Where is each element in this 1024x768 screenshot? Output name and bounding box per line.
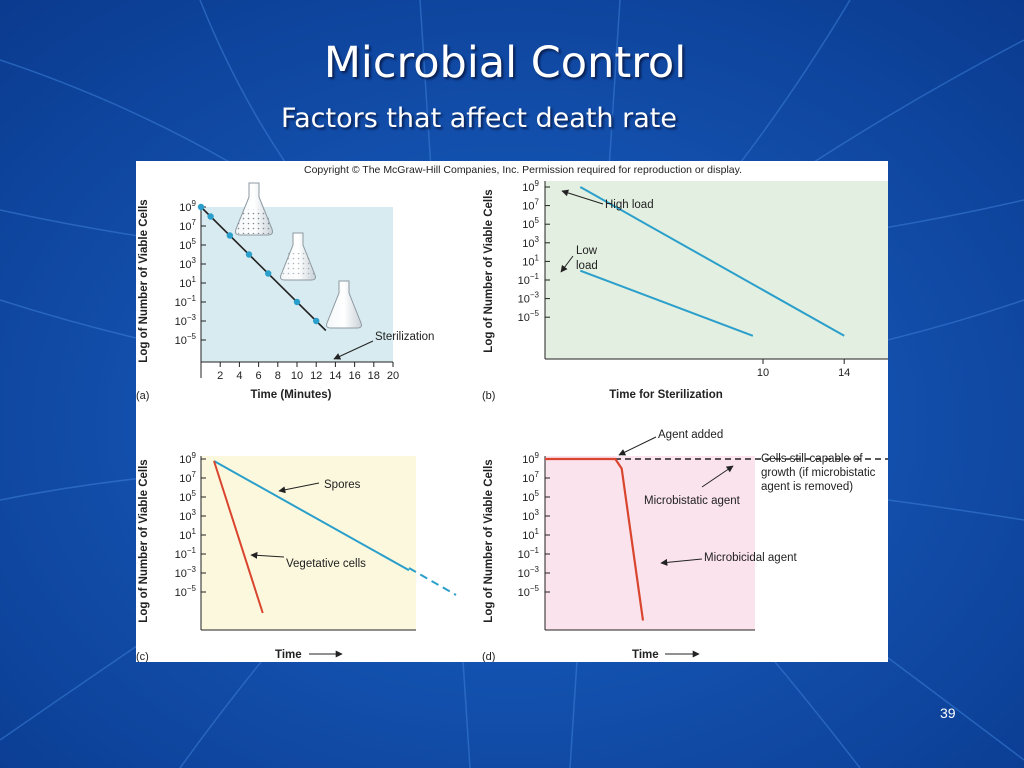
panel-a-x-tick-label: 16 [348,370,360,382]
panel-c-series-vegetative-cells: Vegetative cells [286,558,366,570]
panel-a-data-point [197,203,205,211]
panel-d-annotation-still-capable: Cells still capable of [761,453,863,465]
panel-d-microbicidal-line [545,457,645,621]
slide-number: 39 [940,705,956,721]
panel-a-trend-line [200,206,327,332]
panel-a-data-point [226,232,233,239]
panel-d-series-microbicidal: Microbicidal agent [704,552,797,564]
panel-c-spores-line [213,460,410,572]
panel-b-x-tick-label: 10 [757,367,769,379]
microbistatic-arrow [701,465,734,488]
vegetative-cells-arrow [250,551,285,559]
sterilization-arrow [333,340,374,360]
agent-added-arrow [618,436,657,456]
panel-a-x-tick-label: 14 [329,370,341,382]
high-load-arrow [561,189,604,205]
panel-a-x-axis-label: Time (Minutes) [251,389,332,401]
panel-a-data-point [265,270,272,277]
panel-a-x-tick-label: 8 [275,370,281,382]
panel-a-x-tick-label: 18 [368,370,380,382]
copyright-notice: Copyright © The McGraw-Hill Companies, I… [304,164,742,176]
slide-title: Microbial Control [323,38,687,88]
panel-d-annotation-growth: growth (if microbistatic [761,467,876,479]
slide-subtitle: Factors that affect death rate [281,103,677,134]
panel-a-plot-area [201,207,393,362]
flask-dense-icon [235,182,273,236]
panel-b-series-high-load: High load [605,199,654,211]
spores-line-extension [408,567,457,596]
panel-b-low-load-line [579,269,754,337]
flask-medium-icon [280,232,316,281]
panel-b-label: (b) [482,390,495,402]
low-load-arrow [560,255,574,273]
panel-c-plot-area [201,456,416,630]
death-rate-figure: Copyright © The McGraw-Hill Companies, I… [136,161,888,662]
panel-d-label: (d) [482,651,495,662]
panel-a-y-axis-label: Log of Number of Viable Cells [138,199,150,362]
panel-a-x-tick-label: 2 [217,370,223,382]
microbicidal-arrow [660,558,703,566]
panel-a-x-tick-label: 10 [291,370,303,382]
panel-b-y-axis-label: Log of Number of Viable Cells [483,189,495,352]
panel-a-data-point [293,298,301,306]
panel-a-label: (a) [136,390,149,402]
panel-a-data-point [207,213,214,220]
spores-arrow [278,482,320,494]
flask-sterile-icon [326,280,362,329]
panel-a-annotation-sterilization: Sterilization [375,331,434,343]
panel-a-x-tick-label: 12 [310,370,322,382]
panel-a-data-point [313,317,320,325]
panel-a-x-tick-label: 4 [236,370,242,382]
panel-d-annotation-agent-added: Agent added [658,429,723,441]
panel-a-data-point [245,251,253,258]
panel-d-annotation-agent-removed: agent is removed) [761,481,853,493]
panel-d-series-microbistatic: Microbistatic agent [644,495,741,507]
panel-c-series-spores: Spores [324,479,361,491]
panel-c-label: (c) [136,651,149,662]
panel-b-series-low-load-2: load [576,260,598,272]
panel-b-x-tick-label: 14 [838,367,850,379]
panel-b-high-load-line [579,186,845,337]
panel-a-x-tick-label: 6 [256,370,262,382]
panel-d-y-axis-label: Log of Number of Viable Cells [483,459,495,622]
panel-d-plot-area [545,456,755,630]
panel-d-x-axis-label: Time [632,649,659,661]
panel-c-x-axis-label: Time [275,649,302,661]
panel-c-y-axis-label: Log of Number of Viable Cells [138,459,150,622]
panel-c-vegetative-cells-line [213,460,264,614]
panel-b-x-axis-label: Time for Sterilization [609,389,723,401]
panel-a-x-tick-label: 20 [387,370,399,382]
panel-b-series-low-load-1: Low [576,245,598,257]
